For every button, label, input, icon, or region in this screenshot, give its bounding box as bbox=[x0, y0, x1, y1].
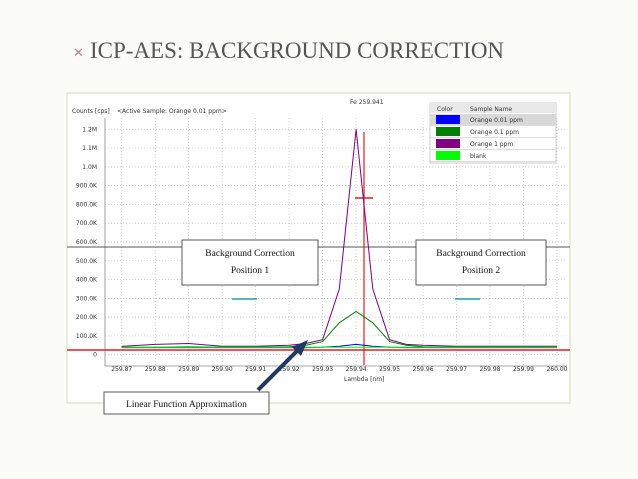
y-axis-label: Counts [cps] bbox=[72, 108, 110, 115]
annotation-text: Position 2 bbox=[462, 266, 501, 276]
y-tick-label: 1.0M bbox=[82, 164, 97, 171]
annotation-box bbox=[181, 239, 319, 286]
x-tick-label: 259.98 bbox=[480, 366, 501, 373]
y-tick-label: 500.0K bbox=[76, 258, 98, 265]
legend-swatch bbox=[436, 139, 460, 148]
x-tick-label: 259.96 bbox=[413, 366, 434, 373]
y-tick-label: 200.0K bbox=[76, 314, 98, 321]
y-tick-label: 100.0K bbox=[76, 333, 98, 340]
x-tick-label: 259.92 bbox=[279, 366, 300, 373]
x-axis-label: Lambda [nm] bbox=[344, 376, 384, 383]
legend-label: Orange 0.01 ppm bbox=[470, 117, 523, 124]
legend-header: Color bbox=[437, 106, 453, 113]
x-tick-label: 259.97 bbox=[446, 366, 467, 373]
y-tick-label: 900.0K bbox=[76, 183, 98, 190]
series-line bbox=[121, 129, 557, 347]
y-tick-label: 300.0K bbox=[76, 295, 98, 302]
legend-label: Orange 0.1 ppm bbox=[470, 129, 519, 136]
annotation-text: Linear Function Approximation bbox=[126, 400, 247, 410]
x-tick-label: 259.87 bbox=[111, 366, 132, 373]
subtitle: <Active Sample: Orange 0.01 ppm> bbox=[117, 108, 227, 115]
x-tick-label: 259.91 bbox=[245, 366, 266, 373]
x-tick-label: 259.90 bbox=[212, 366, 233, 373]
legend-header: Sample Name bbox=[470, 106, 512, 113]
chart: Fe 259.941 Counts [cps] <Active Sample: Or… bbox=[67, 99, 570, 415]
annotation-box bbox=[103, 391, 270, 415]
x-tick-label: 259.93 bbox=[312, 366, 333, 373]
y-tick-label: 1.2M bbox=[82, 126, 97, 133]
y-tick-label: 0 bbox=[93, 352, 97, 359]
x-tick-label: 259.94 bbox=[346, 366, 367, 373]
legend-selected bbox=[430, 114, 556, 125]
annotation-box bbox=[415, 239, 547, 286]
legend-label: blank bbox=[470, 153, 487, 160]
x-tick-label: 259.89 bbox=[178, 366, 199, 373]
x-tick-label: 259.88 bbox=[145, 366, 166, 373]
annotation-text: Background Correction bbox=[205, 249, 295, 259]
x-tick-label: 259.99 bbox=[513, 366, 534, 373]
bullet: ✕ bbox=[73, 46, 84, 61]
arrow-shaft bbox=[256, 346, 302, 392]
slide-title: ICP-AES: BACKGROUND CORRECTION bbox=[90, 38, 504, 63]
y-tick-label: 700.0K bbox=[76, 220, 98, 227]
annotation-text: Background Correction bbox=[436, 249, 526, 259]
y-tick-label: 400.0K bbox=[76, 277, 98, 284]
legend-swatch bbox=[436, 127, 460, 136]
y-tick-label: 1.1M bbox=[82, 145, 97, 152]
legend-swatch bbox=[436, 151, 460, 160]
y-tick-label: 600.0K bbox=[76, 239, 98, 246]
legend-swatch bbox=[436, 115, 460, 124]
arrow-head bbox=[292, 340, 308, 356]
legend-label: Orange 1 ppm bbox=[470, 141, 513, 148]
annotation-text: Position 1 bbox=[231, 266, 270, 276]
y-tick-label: 800.0K bbox=[76, 201, 98, 208]
legend-header-bg bbox=[430, 103, 556, 113]
chart-title: Fe 259.941 bbox=[350, 99, 384, 106]
x-tick-label: 260.00 bbox=[546, 366, 567, 373]
x-tick-label: 259.95 bbox=[379, 366, 400, 373]
